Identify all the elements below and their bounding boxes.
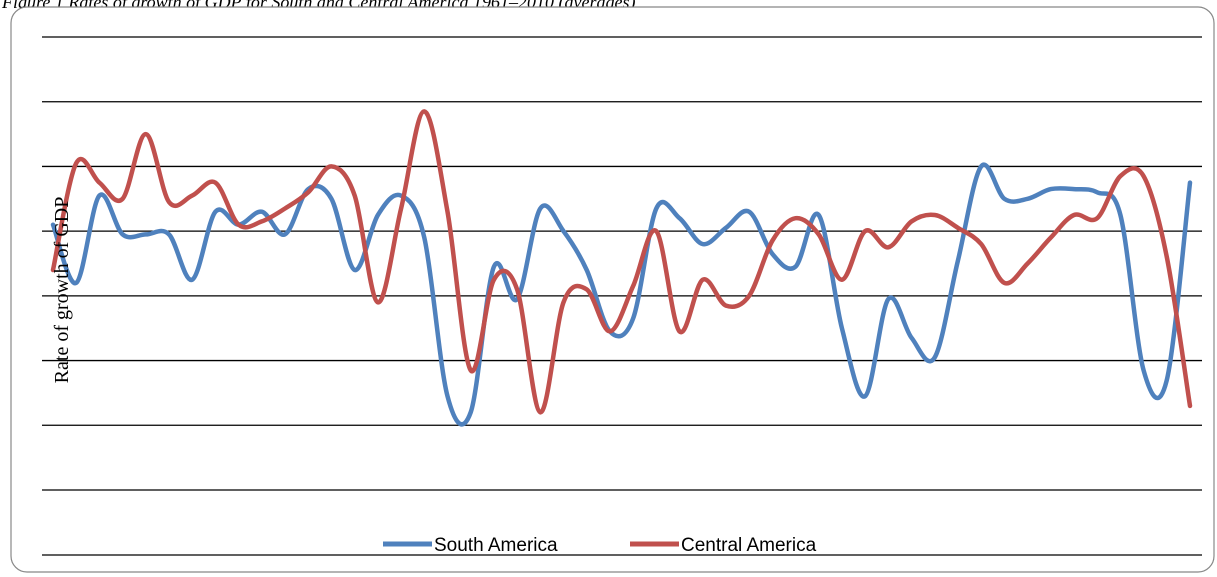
- legend-label-south-america: South America: [434, 535, 558, 556]
- y-axis-label: Rate of growth of GDP: [51, 197, 73, 384]
- series-line-central-america: [50, 109, 1193, 415]
- legend-label-central-america: Central America: [681, 535, 817, 556]
- series-lines: [50, 109, 1193, 427]
- series-line-south-america: [50, 162, 1193, 427]
- grid-lines: [42, 36, 1202, 556]
- legend: South America Central America: [383, 535, 817, 556]
- chart-frame: [10, 6, 1215, 573]
